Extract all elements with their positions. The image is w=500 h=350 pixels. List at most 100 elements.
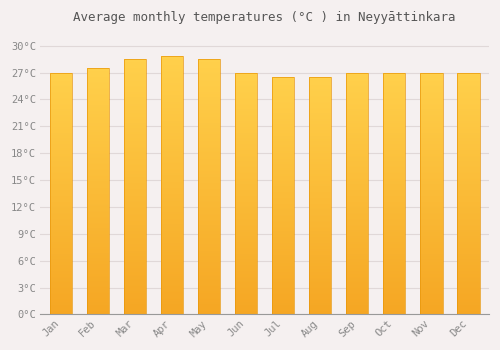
Bar [383, 162, 406, 163]
Bar [309, 99, 332, 101]
Bar [309, 109, 332, 110]
Bar [272, 135, 294, 136]
Bar [346, 100, 368, 101]
Bar [235, 160, 257, 161]
Bar [309, 186, 332, 187]
Bar [124, 79, 146, 81]
Bar [309, 216, 332, 217]
Bar [198, 137, 220, 138]
Bar [420, 281, 442, 282]
Bar [420, 199, 442, 201]
Bar [346, 139, 368, 140]
Bar [272, 265, 294, 266]
Bar [198, 217, 220, 219]
Bar [198, 158, 220, 159]
Bar [272, 217, 294, 218]
Bar [458, 99, 479, 100]
Bar [346, 229, 368, 230]
Bar [458, 274, 479, 276]
Bar [198, 239, 220, 240]
Bar [272, 198, 294, 199]
Bar [124, 206, 146, 207]
Bar [420, 98, 442, 99]
Bar [235, 147, 257, 149]
Bar [383, 72, 406, 74]
Bar [161, 202, 183, 203]
Bar [420, 82, 442, 83]
Bar [272, 109, 294, 110]
Bar [235, 183, 257, 184]
Bar [50, 122, 72, 123]
Bar [458, 199, 479, 201]
Bar [383, 150, 406, 151]
Bar [124, 87, 146, 89]
Bar [420, 149, 442, 150]
Bar [346, 175, 368, 176]
Bar [383, 241, 406, 242]
Bar [198, 166, 220, 168]
Bar [272, 150, 294, 152]
Bar [50, 139, 72, 140]
Bar [458, 241, 479, 242]
Bar [309, 154, 332, 155]
Bar [235, 121, 257, 122]
Bar [161, 73, 183, 75]
Bar [383, 96, 406, 97]
Bar [198, 295, 220, 296]
Bar [161, 206, 183, 207]
Bar [309, 170, 332, 171]
Bar [458, 178, 479, 179]
Bar [235, 120, 257, 121]
Bar [50, 74, 72, 75]
Bar [420, 224, 442, 225]
Bar [86, 249, 109, 250]
Bar [420, 152, 442, 154]
Bar [272, 196, 294, 197]
Bar [309, 91, 332, 92]
Bar [235, 178, 257, 179]
Bar [235, 303, 257, 305]
Bar [383, 279, 406, 281]
Bar [458, 237, 479, 238]
Bar [272, 110, 294, 111]
Bar [235, 292, 257, 293]
Bar [383, 221, 406, 223]
Bar [50, 104, 72, 105]
Bar [420, 305, 442, 306]
Bar [420, 114, 442, 115]
Bar [86, 280, 109, 281]
Bar [383, 192, 406, 194]
Bar [309, 224, 332, 225]
Bar [86, 302, 109, 303]
Bar [161, 89, 183, 90]
Bar [420, 143, 442, 144]
Bar [458, 300, 479, 301]
Bar [309, 164, 332, 165]
Bar [124, 105, 146, 106]
Bar [124, 229, 146, 230]
Bar [309, 173, 332, 174]
Bar [235, 196, 257, 197]
Bar [458, 205, 479, 207]
Bar [272, 115, 294, 116]
Bar [420, 146, 442, 147]
Bar [383, 76, 406, 77]
Bar [309, 77, 332, 314]
Bar [50, 241, 72, 242]
Bar [346, 157, 368, 159]
Bar [161, 193, 183, 195]
Bar [346, 301, 368, 302]
Bar [420, 155, 442, 156]
Bar [198, 86, 220, 87]
Bar [272, 249, 294, 250]
Bar [420, 293, 442, 294]
Bar [86, 295, 109, 296]
Bar [346, 88, 368, 90]
Bar [272, 289, 294, 290]
Bar [420, 122, 442, 123]
Bar [161, 75, 183, 76]
Bar [86, 268, 109, 269]
Bar [458, 268, 479, 270]
Bar [161, 228, 183, 229]
Bar [346, 119, 368, 120]
